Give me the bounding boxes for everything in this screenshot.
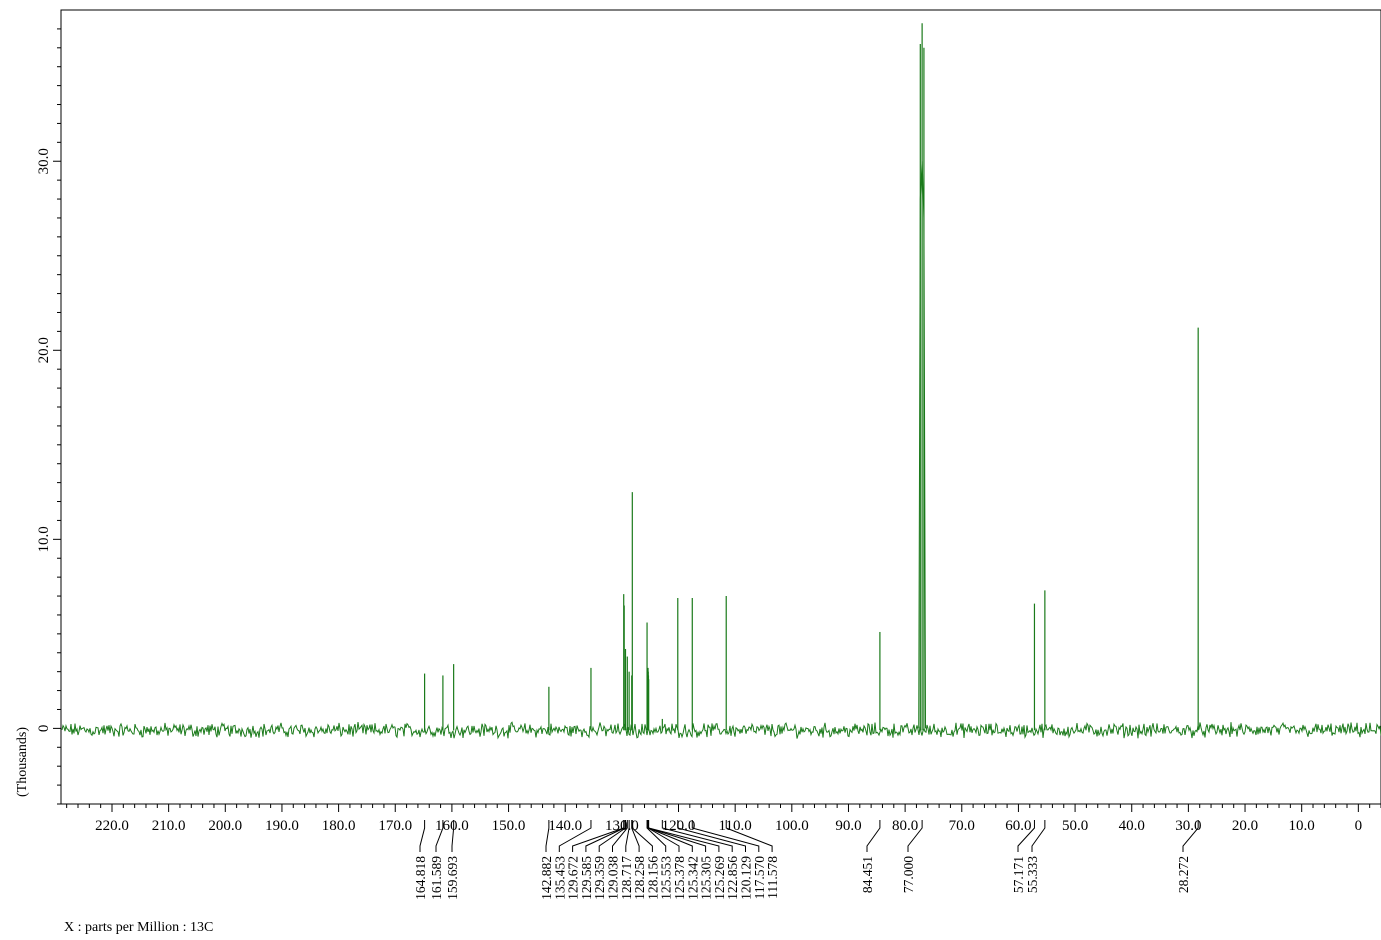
x-tick-label: 200.0: [208, 818, 242, 834]
y-tick-label: 10.0: [36, 526, 52, 552]
peak-label: 142.882: [539, 856, 554, 900]
peak-label: 128.717: [619, 856, 634, 900]
peak-label: 164.818: [413, 856, 428, 900]
peak-label: 125.553: [659, 856, 674, 900]
y-tick-label: 20.0: [36, 337, 52, 363]
peak-label: 125.269: [712, 856, 727, 900]
peak-label: 84.451: [860, 856, 875, 893]
peak-label: 122.856: [725, 856, 740, 900]
peak-label-leader: [691, 820, 760, 852]
peak-label: 117.570: [752, 856, 767, 900]
x-tick-label: 100.0: [775, 818, 809, 834]
x-tick-label: 70.0: [949, 818, 975, 834]
solvent-peak-shape: [918, 161, 927, 729]
peak-label-leader: [1017, 820, 1035, 852]
peak-label: 28.272: [1176, 856, 1191, 893]
peak-labels: 164.818 161.589 159.693 142.882135.453129.6…: [413, 820, 1199, 900]
peak-label-leader: [646, 820, 667, 852]
peak-label-leader: [545, 820, 550, 852]
x-axis: 220.0 210.0 200.0 190.0 180.0 170.0 160.0 150.0…: [66, 804, 1381, 834]
peak-lines: [424, 23, 1199, 731]
x-axis-label: X : parts per Million : 13C: [64, 920, 214, 935]
x-tick-label: 170.0: [378, 818, 412, 834]
x-tick-label: 140.0: [548, 818, 582, 834]
peak-label: 55.333: [1025, 856, 1040, 893]
plot-frame: [60, 9, 1381, 805]
peak-label-leader: [451, 820, 455, 852]
x-tick-label: 180.0: [322, 818, 356, 834]
peak-label-leader: [598, 820, 626, 852]
x-tick-label: 0: [1355, 818, 1363, 834]
peak-label-leader: [1031, 820, 1046, 852]
peak-label-leader: [625, 820, 630, 852]
peak-label: 125.378: [672, 856, 687, 900]
y-tick-label: 30.0: [36, 148, 52, 174]
x-tick-label: 160.0: [435, 818, 469, 834]
peak-label: 128.156: [645, 856, 660, 900]
peak-label: 128.258: [632, 856, 647, 900]
y-axis: 0 10.0 20.0 30.0: [36, 28, 61, 805]
peak-label: 57.171: [1011, 856, 1026, 893]
peak-label: 77.000: [901, 856, 916, 893]
peak-label: 129.038: [606, 856, 621, 900]
peak-label-leader: [1182, 820, 1199, 852]
peak-label-leader: [661, 820, 733, 852]
x-tick-label: 40.0: [1119, 818, 1145, 834]
x-tick-label: 210.0: [152, 818, 186, 834]
spectrum-line: [61, 721, 1381, 740]
peak-label-leader: [558, 820, 592, 852]
peak-label: 129.359: [592, 856, 607, 900]
peak-label: 111.578: [765, 856, 780, 899]
peak-label-leader: [585, 820, 625, 852]
x-tick-label: 130.0: [605, 818, 639, 834]
x-tick-label: 90.0: [835, 818, 861, 834]
x-tick-label: 10.0: [1289, 818, 1315, 834]
x-tick-label: 80.0: [892, 818, 918, 834]
x-tick-label: 190.0: [265, 818, 299, 834]
peak-label-leader: [648, 820, 720, 852]
peak-label: 135.453: [552, 856, 567, 900]
x-tick-label: 110.0: [719, 818, 752, 834]
peak-label: 161.589: [429, 856, 444, 900]
peak-label-leader: [435, 820, 444, 852]
peak-label: 159.693: [445, 856, 460, 900]
peak-label-leader: [612, 820, 628, 852]
peak-label: 125.305: [699, 856, 714, 900]
peak-label-leader: [631, 820, 653, 852]
x-tick-label: 50.0: [1062, 818, 1088, 834]
peak-label: 129.672: [566, 856, 581, 900]
x-tick-label: 150.0: [492, 818, 526, 834]
peak-label-leader: [725, 820, 773, 852]
peak-label-leader: [866, 820, 881, 852]
y-tick-label: 0: [36, 725, 52, 733]
peak-label-leader: [907, 820, 923, 852]
x-tick-label: 220.0: [95, 818, 129, 834]
peak-label-leader: [631, 820, 640, 852]
x-tick-label: 30.0: [1175, 818, 1201, 834]
x-tick-label: 20.0: [1232, 818, 1258, 834]
peak-label-leader: [419, 820, 426, 852]
y-axis-label: (Thousands): [15, 727, 30, 797]
x-tick-label: 60.0: [1005, 818, 1031, 834]
peak-label: 129.585: [579, 856, 594, 900]
peak-label: 120.129: [739, 856, 754, 900]
peak-label: 125.342: [685, 856, 700, 900]
peak-label-leader: [677, 820, 746, 852]
